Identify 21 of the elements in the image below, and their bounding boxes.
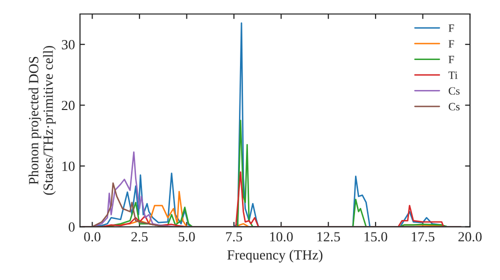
x-tick-label: 2.5 — [131, 232, 148, 242]
legend-label: Ti — [448, 72, 458, 79]
legend-label: F — [448, 56, 454, 64]
x-tick-label: 12.5 — [317, 232, 340, 242]
legend-label: Cs — [448, 87, 460, 95]
legend-label: F — [448, 24, 454, 32]
y-tick-label: 30 — [62, 40, 75, 50]
x-tick-label: 15.0 — [364, 232, 388, 242]
y-tick-label: 0 — [68, 222, 75, 232]
y-axis-title: Phonon projected DOS (States/THz·primitive cell) — [28, 46, 56, 195]
x-tick-label: 17.5 — [412, 232, 434, 242]
x-tick-label: 20.0 — [458, 232, 482, 242]
x-tick-label: 10.0 — [270, 232, 293, 242]
x-tick-label: 5.0 — [178, 232, 195, 242]
legend-label: F — [448, 40, 454, 48]
y-tick-label: 20 — [62, 100, 75, 110]
x-tick-label: 0.0 — [84, 232, 100, 242]
x-axis-title: Frequency (THz) — [227, 250, 322, 262]
legend-label: Cs — [448, 102, 460, 110]
x-tick-label: 7.5 — [226, 232, 242, 242]
y-tick-label: 10 — [62, 162, 75, 171]
